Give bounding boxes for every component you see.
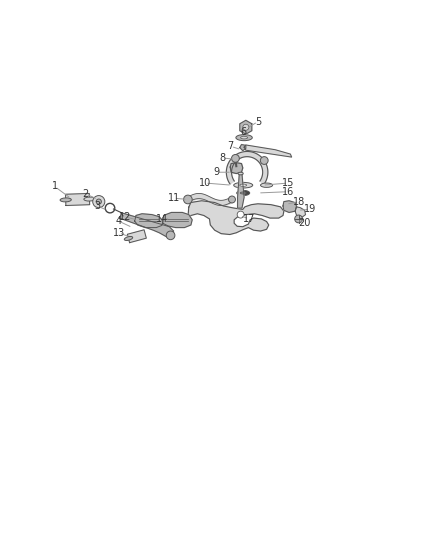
Text: 2: 2 bbox=[83, 189, 89, 199]
Text: 17: 17 bbox=[243, 214, 255, 224]
Text: 5: 5 bbox=[255, 117, 261, 127]
Circle shape bbox=[184, 195, 192, 204]
Ellipse shape bbox=[124, 237, 133, 240]
Polygon shape bbox=[66, 193, 90, 206]
Ellipse shape bbox=[60, 198, 71, 202]
Text: 6: 6 bbox=[240, 127, 246, 138]
Polygon shape bbox=[240, 144, 246, 151]
Polygon shape bbox=[283, 201, 297, 213]
Circle shape bbox=[260, 157, 268, 164]
Text: 15: 15 bbox=[282, 178, 294, 188]
Text: 19: 19 bbox=[304, 205, 316, 214]
Polygon shape bbox=[240, 120, 252, 134]
Text: 4: 4 bbox=[116, 216, 122, 226]
Polygon shape bbox=[295, 207, 305, 217]
Ellipse shape bbox=[240, 136, 247, 139]
Ellipse shape bbox=[238, 172, 243, 175]
Text: 7: 7 bbox=[228, 141, 234, 151]
Circle shape bbox=[232, 155, 239, 162]
Text: 3: 3 bbox=[94, 201, 100, 211]
Text: 13: 13 bbox=[113, 228, 125, 238]
Polygon shape bbox=[127, 230, 146, 243]
Ellipse shape bbox=[240, 184, 247, 186]
Text: 12: 12 bbox=[119, 212, 131, 222]
Polygon shape bbox=[134, 214, 163, 228]
Text: 1: 1 bbox=[52, 182, 58, 191]
Text: 18: 18 bbox=[293, 197, 306, 207]
Polygon shape bbox=[163, 213, 192, 228]
Circle shape bbox=[93, 196, 105, 208]
Circle shape bbox=[229, 196, 236, 203]
Polygon shape bbox=[230, 163, 243, 174]
Circle shape bbox=[243, 124, 249, 130]
Text: 20: 20 bbox=[298, 218, 311, 228]
Ellipse shape bbox=[261, 183, 272, 188]
Polygon shape bbox=[244, 145, 292, 157]
Circle shape bbox=[237, 211, 244, 218]
Circle shape bbox=[166, 231, 175, 240]
Circle shape bbox=[295, 215, 303, 223]
Text: 9: 9 bbox=[213, 167, 219, 177]
Ellipse shape bbox=[236, 135, 252, 141]
Text: 11: 11 bbox=[167, 193, 180, 203]
Polygon shape bbox=[188, 201, 284, 235]
Polygon shape bbox=[226, 151, 268, 184]
Text: 16: 16 bbox=[282, 187, 294, 197]
Text: 10: 10 bbox=[199, 178, 211, 188]
Ellipse shape bbox=[234, 182, 253, 188]
Polygon shape bbox=[237, 174, 244, 208]
Text: 8: 8 bbox=[219, 153, 226, 163]
Ellipse shape bbox=[240, 192, 246, 194]
Ellipse shape bbox=[84, 197, 95, 201]
Circle shape bbox=[96, 199, 101, 204]
Text: 14: 14 bbox=[156, 214, 168, 224]
Ellipse shape bbox=[237, 190, 250, 196]
Polygon shape bbox=[120, 213, 173, 237]
